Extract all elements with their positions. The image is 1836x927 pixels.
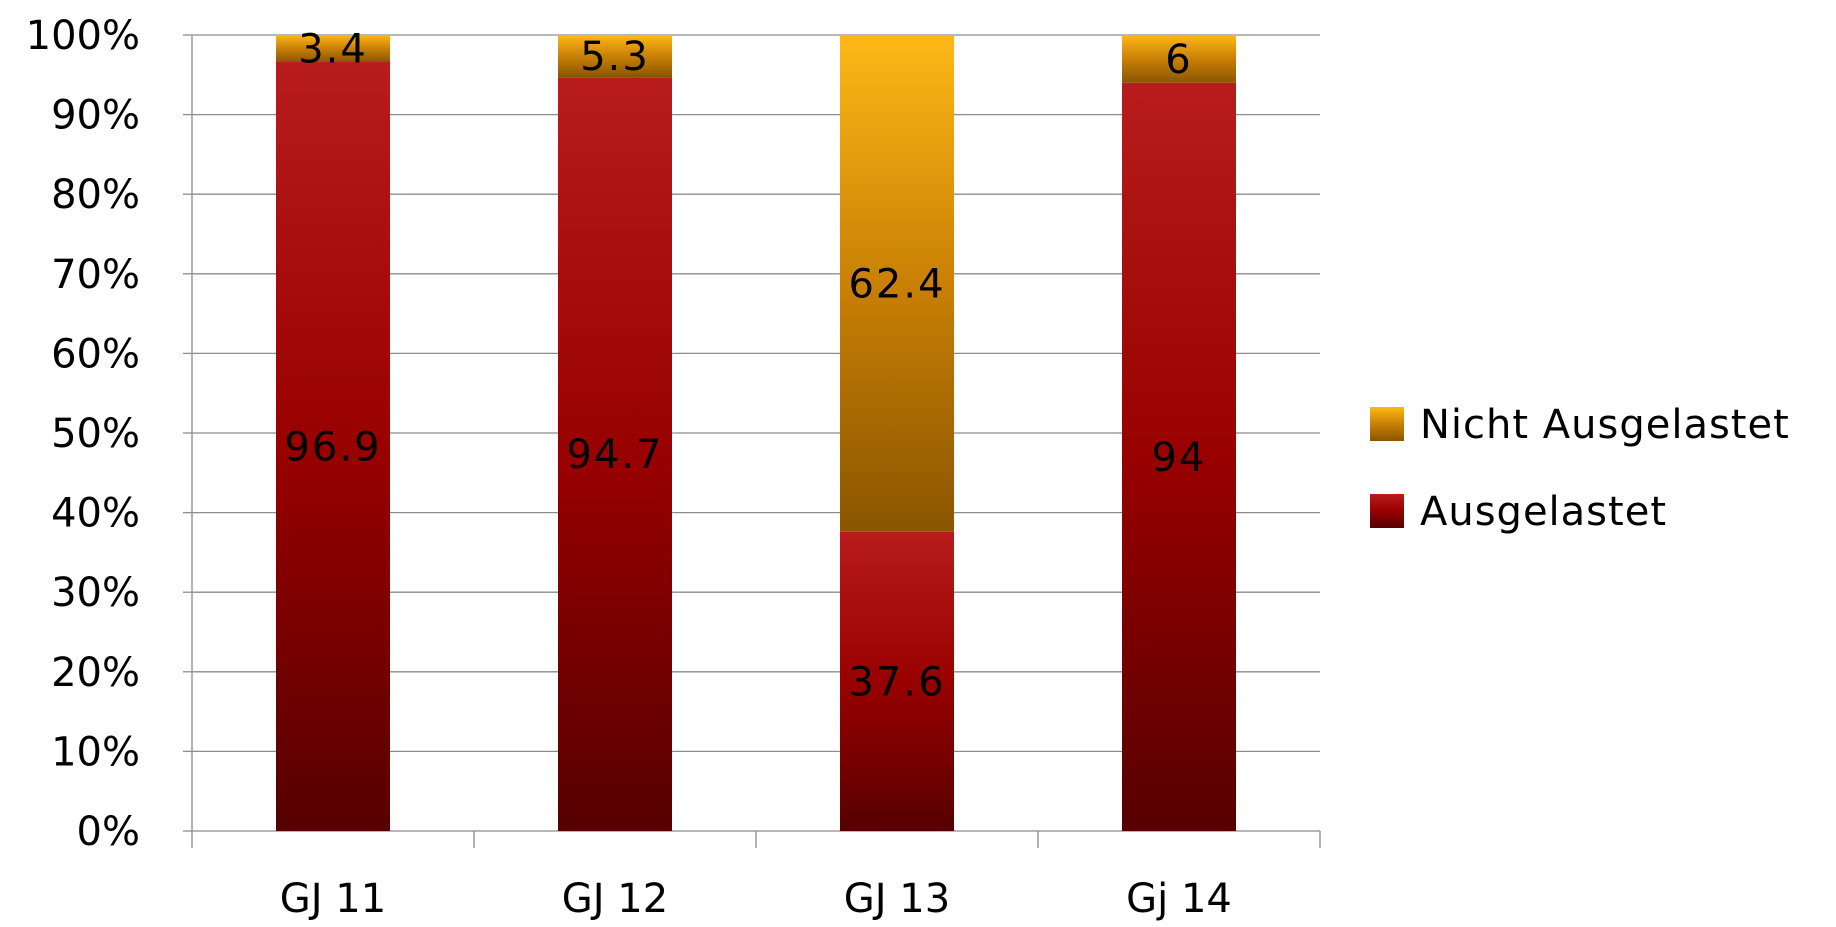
y-tick-label: 100% (26, 13, 140, 59)
data-label: 3.4 (298, 26, 368, 72)
y-tick-label: 80% (51, 172, 140, 218)
data-label: 94 (1152, 435, 1207, 481)
bar-segment-nicht-ausgelastet (840, 35, 954, 532)
y-tick-label: 30% (51, 570, 140, 616)
bar-segment-ausgelastet (1122, 82, 1236, 831)
data-label: 5.3 (580, 34, 650, 80)
y-tick-label: 40% (51, 491, 140, 537)
data-label: 37.6 (848, 659, 945, 705)
x-tick-label: Gj 14 (1126, 876, 1232, 922)
y-tick-label: 50% (51, 411, 140, 457)
bars (276, 35, 1236, 832)
legend-label: Nicht Ausgelastet (1420, 402, 1790, 448)
bar-segment-ausgelastet (276, 61, 390, 832)
data-label: 96.9 (284, 424, 381, 470)
bar-segment-nicht-ausgelastet (276, 35, 390, 62)
bar-segment-ausgelastet (558, 77, 672, 832)
data-label: 94.7 (566, 432, 663, 478)
bar-segment-nicht-ausgelastet (558, 35, 672, 78)
bar-segment-nicht-ausgelastet (1122, 35, 1236, 83)
y-tick-label: 20% (51, 650, 140, 696)
legend: Nicht Ausgelastet Ausgelastet (1370, 402, 1790, 535)
legend-label: Ausgelastet (1420, 489, 1667, 535)
data-label: 6 (1165, 37, 1192, 83)
legend-swatch (1370, 407, 1404, 441)
y-tick-label: 10% (51, 729, 140, 775)
y-tick-label: 0% (77, 809, 140, 855)
data-label: 62.4 (848, 261, 945, 307)
y-tick-label: 60% (51, 331, 140, 377)
bar-segment-ausgelastet (840, 531, 954, 831)
y-tick-label: 70% (51, 252, 140, 298)
x-tick-label: GJ 12 (562, 876, 668, 922)
x-tick-label: GJ 13 (844, 876, 950, 922)
y-tick-label: 90% (51, 93, 140, 139)
legend-swatch (1370, 494, 1404, 528)
data-labels: 96.9 3.4 94.7 5.3 37.6 62.4 94 6 (284, 26, 1207, 705)
axes: 0% 10% 20% 30% 40% 50% 60% 70% 80% 90% 100% GJ 11 GJ… (26, 13, 1321, 922)
x-tick-label: GJ 11 (280, 876, 386, 922)
